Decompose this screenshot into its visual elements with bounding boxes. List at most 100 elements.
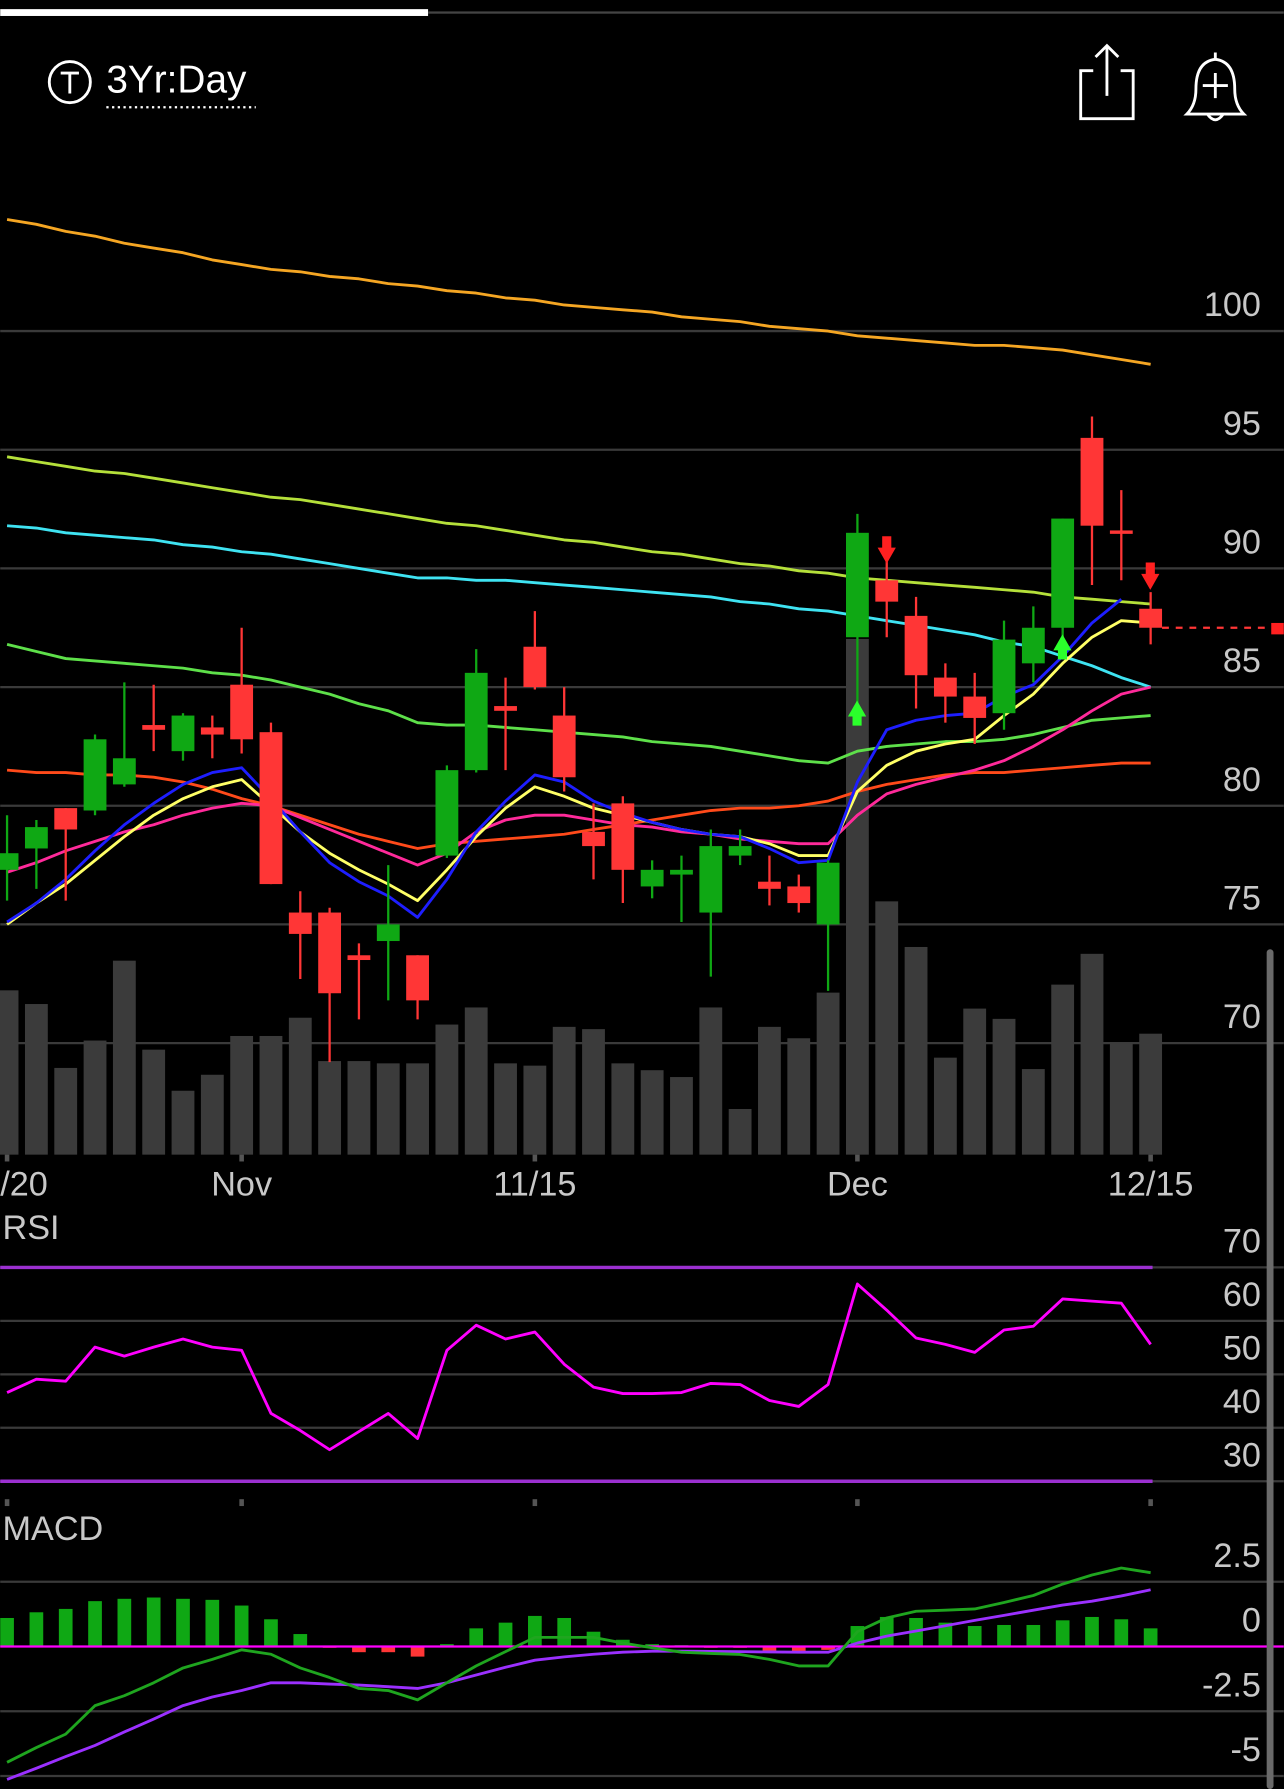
histogram-bar xyxy=(440,1644,454,1647)
x-tick-label: Dec xyxy=(827,1166,888,1204)
y-tick-label: -5 xyxy=(1231,1731,1261,1769)
candle-body xyxy=(435,770,459,856)
volume-bar xyxy=(787,1038,811,1155)
volume-bar xyxy=(640,1070,664,1155)
histogram-bar xyxy=(234,1605,249,1647)
histogram-bar xyxy=(264,1619,278,1647)
moving-average-line xyxy=(6,218,1151,366)
y-tick-label: 70 xyxy=(1223,998,1261,1036)
histogram-bar xyxy=(498,1622,513,1647)
last-price-marker xyxy=(1271,622,1284,635)
volume-bar xyxy=(200,1074,224,1155)
volume-bar xyxy=(611,1063,635,1155)
rsi-line xyxy=(6,1282,1152,1452)
sell-signal-arrow xyxy=(877,536,896,564)
y-tick-label: 70 xyxy=(1223,1223,1261,1261)
candle-body xyxy=(787,886,811,904)
alert-button[interactable] xyxy=(1183,52,1248,122)
histogram-bar xyxy=(0,1617,14,1647)
histogram-bar xyxy=(176,1598,190,1647)
candle-body xyxy=(24,827,48,849)
volume-bar xyxy=(523,1065,547,1155)
volume-bar xyxy=(699,1007,723,1155)
volume-bar xyxy=(1080,953,1104,1155)
candle-body xyxy=(200,727,224,735)
candle-body xyxy=(875,580,899,602)
y-tick-label: -2.5 xyxy=(1202,1666,1261,1704)
buy-signal-arrow xyxy=(1053,634,1072,660)
moving-average-line xyxy=(6,685,1151,874)
volume-bar xyxy=(1109,1042,1133,1155)
volume-bar xyxy=(435,1024,459,1155)
moving-average-line xyxy=(6,455,1151,606)
candle-body xyxy=(464,672,488,771)
range-icon xyxy=(47,60,92,105)
candle-body xyxy=(1080,437,1104,526)
volume-bar xyxy=(318,1061,342,1155)
candle-body xyxy=(963,696,987,718)
candle-body xyxy=(142,725,166,730)
histogram-bar xyxy=(762,1646,777,1652)
candle-body xyxy=(406,955,429,1001)
candle-body xyxy=(494,706,517,711)
y-tick-label: 90 xyxy=(1223,523,1261,561)
macd-line xyxy=(6,1566,1151,1764)
y-tick-label: 50 xyxy=(1223,1329,1261,1367)
candle-body xyxy=(0,853,19,870)
volume-bar xyxy=(406,1063,429,1155)
share-icon-arrow xyxy=(1094,43,1120,96)
candle-body xyxy=(758,881,781,889)
volume-bar xyxy=(464,1007,488,1155)
histogram-bar xyxy=(557,1617,572,1647)
progress-track xyxy=(428,11,1284,14)
plot-area: 70 75 80 85 90 95 100/20 Nov 11/15 Dec 12/15 30 40 50… xyxy=(0,218,1284,1781)
candle-body xyxy=(376,924,400,942)
volume-bar xyxy=(230,1035,254,1155)
candle-body xyxy=(640,869,664,887)
volume-bar xyxy=(171,1090,195,1155)
volume-bar xyxy=(347,1061,371,1155)
candle-body xyxy=(728,846,752,856)
candle-body xyxy=(904,615,928,676)
histogram-bar xyxy=(821,1646,835,1650)
volume-bar xyxy=(552,1026,576,1155)
buy-signal-arrow xyxy=(847,700,867,726)
candle-body xyxy=(1139,608,1163,628)
volume-bar xyxy=(1139,1033,1163,1155)
candle-body xyxy=(611,803,635,870)
scrollbar[interactable] xyxy=(1266,949,1274,1789)
y-tick-label: 75 xyxy=(1223,880,1261,918)
y-tick-label: 60 xyxy=(1223,1276,1261,1314)
volume-bar xyxy=(963,1008,987,1155)
histogram-bar xyxy=(528,1615,542,1647)
candle-body xyxy=(699,846,723,913)
volume-bar xyxy=(816,992,840,1155)
candle-body xyxy=(670,869,693,875)
volume-bar xyxy=(24,1004,48,1155)
candle-body xyxy=(347,955,371,961)
volume-bar xyxy=(288,1017,312,1155)
y-tick-label: 30 xyxy=(1223,1436,1261,1474)
histogram-bar xyxy=(381,1646,396,1653)
histogram-bar xyxy=(352,1646,366,1653)
x-tick-label: 11/15 xyxy=(493,1166,576,1204)
candle-body xyxy=(83,739,107,811)
range-label[interactable]: 3Yr:Day xyxy=(106,58,247,101)
share-button[interactable] xyxy=(1079,43,1135,121)
volume-bar xyxy=(670,1077,693,1155)
histogram-bar xyxy=(1026,1624,1041,1647)
volume-bar xyxy=(728,1108,752,1155)
histogram-bar xyxy=(29,1612,44,1647)
histogram-bar xyxy=(58,1608,73,1647)
panel-title: MACD xyxy=(3,1510,104,1548)
histogram-bar xyxy=(88,1601,102,1647)
candle-body xyxy=(1051,518,1075,628)
candle-body xyxy=(288,912,312,934)
progress-bar xyxy=(0,9,429,16)
candle-body xyxy=(933,677,957,697)
histogram-bar xyxy=(205,1599,220,1647)
range-button[interactable]: 3Yr:Day xyxy=(47,58,256,109)
volume-bar xyxy=(494,1063,517,1155)
